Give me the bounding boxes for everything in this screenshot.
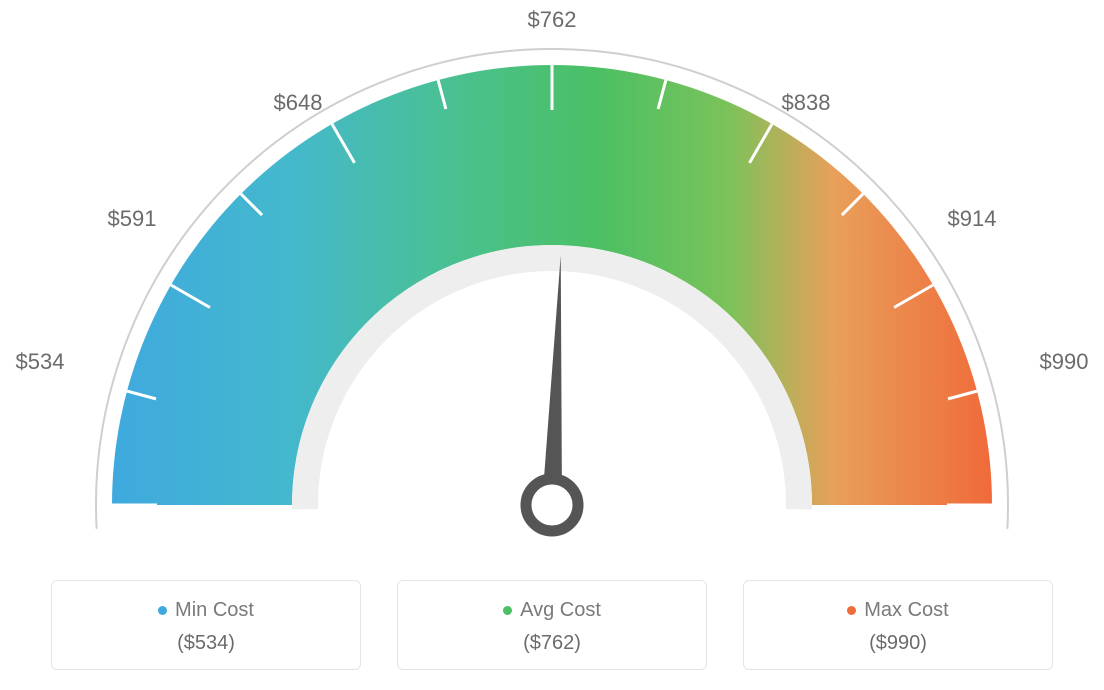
legend-card-min: Min Cost ($534) — [51, 580, 361, 670]
legend-title-max: Max Cost — [847, 599, 948, 622]
legend-value: ($534) — [62, 632, 350, 655]
gauge-tick-label: $762 — [528, 7, 577, 33]
legend-label: Avg Cost — [520, 599, 601, 622]
legend-card-avg: Avg Cost ($762) — [397, 580, 707, 670]
legend-row: Min Cost ($534) Avg Cost ($762) Max Cost… — [0, 580, 1104, 670]
gauge-chart: $534 $591 $648 $762 $838 $914 $990 — [0, 0, 1104, 570]
gauge-tick-label: $990 — [1040, 349, 1089, 375]
legend-label: Min Cost — [175, 599, 254, 622]
legend-title-min: Min Cost — [158, 599, 254, 622]
gauge-tick-label: $838 — [782, 90, 831, 116]
gauge-tick-label: $914 — [948, 206, 997, 232]
dot-icon — [847, 606, 856, 615]
legend-label: Max Cost — [864, 599, 948, 622]
legend-value: ($990) — [754, 632, 1042, 655]
dot-icon — [158, 606, 167, 615]
dot-icon — [503, 606, 512, 615]
legend-title-avg: Avg Cost — [503, 599, 601, 622]
gauge-tick-label: $534 — [16, 349, 65, 375]
gauge-tick-label: $648 — [274, 90, 323, 116]
gauge-svg — [0, 0, 1104, 570]
legend-value: ($762) — [408, 632, 696, 655]
legend-card-max: Max Cost ($990) — [743, 580, 1053, 670]
gauge-tick-label: $591 — [108, 206, 157, 232]
